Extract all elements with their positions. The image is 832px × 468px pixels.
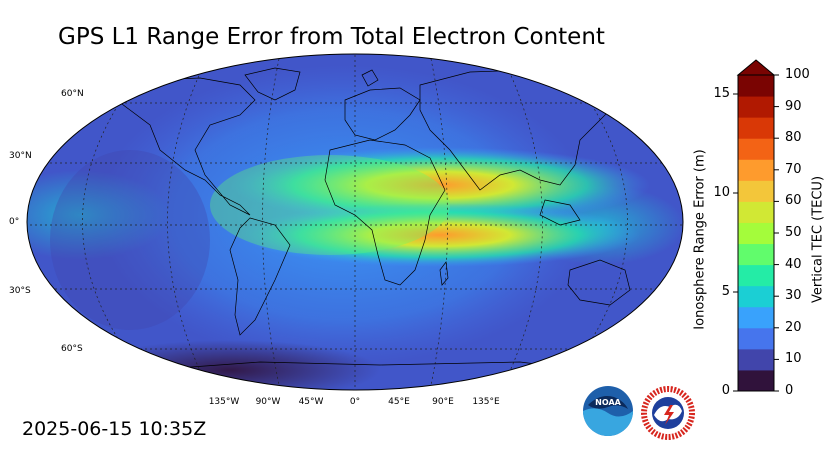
lon-label-45w: 45°W: [298, 397, 324, 407]
lat-label-0: 0°: [9, 217, 20, 227]
tec-tick-60: 60: [785, 193, 802, 208]
colorbar-band: [738, 75, 774, 97]
colorbar-band: [738, 285, 774, 308]
graticule: [27, 54, 683, 390]
colorbar-band: [738, 243, 774, 266]
nws-logo: [641, 386, 695, 440]
lat-label-60n: 60°N: [61, 89, 84, 99]
lat-label-30s: 30°S: [9, 286, 31, 296]
tec-tick-30: 30: [785, 288, 802, 303]
range-error-tick-15: 15: [713, 86, 730, 101]
colorbar-band: [738, 180, 774, 202]
tec-tick-0: 0: [785, 383, 794, 398]
colorbar-right-title: Vertical TEC (TECU): [810, 175, 826, 304]
tec-tick-40: 40: [785, 257, 802, 272]
colorbar-left-title: Ionosphere Range Error (m): [692, 149, 708, 330]
range-error-tick-5: 5: [721, 284, 730, 299]
colorbar-band: [738, 159, 774, 181]
globe-outline: [26, 53, 684, 391]
colorbar-band: [738, 327, 774, 350]
colorbar: [733, 59, 779, 392]
colorbar-band: [738, 264, 774, 287]
colorbar-band: [738, 222, 774, 245]
map-title: GPS L1 Range Error from Total Electron C…: [58, 24, 605, 50]
timestamp: 2025-06-15 10:35Z: [22, 418, 207, 440]
lon-label-0: 0°: [349, 397, 361, 407]
colorbar-band: [738, 201, 774, 223]
lon-label-135e: 135°E: [472, 397, 500, 407]
tec-tick-20: 20: [785, 320, 802, 335]
lon-label-45e: 45°E: [388, 397, 410, 407]
colorbar-band: [738, 348, 774, 371]
tec-tick-100: 100: [785, 67, 810, 82]
lat-label-30n: 30°N: [9, 151, 32, 161]
lat-label-60s: 60°S: [61, 344, 83, 354]
range-error-tick-10: 10: [713, 185, 730, 200]
tec-tick-90: 90: [785, 99, 802, 114]
range-error-tick-0: 0: [721, 383, 730, 398]
tec-tick-80: 80: [785, 130, 802, 145]
lon-label-90e: 90°E: [432, 397, 454, 407]
tec-tick-10: 10: [785, 351, 802, 366]
tec-tick-50: 50: [785, 225, 802, 240]
tec-tick-70: 70: [785, 162, 802, 177]
colorbar-extend-arrow: [736, 59, 776, 76]
svg-text:NOAA: NOAA: [595, 398, 621, 407]
lon-label-135w: 135°W: [208, 397, 240, 407]
colorbar-band: [738, 369, 774, 392]
colorbar-band: [738, 96, 774, 118]
colorbar-band: [738, 138, 774, 160]
noaa-logo: NOAA: [583, 386, 633, 436]
colorbar-band: [738, 117, 774, 139]
colorbar-band: [738, 306, 774, 329]
lon-label-90w: 90°W: [255, 397, 281, 407]
